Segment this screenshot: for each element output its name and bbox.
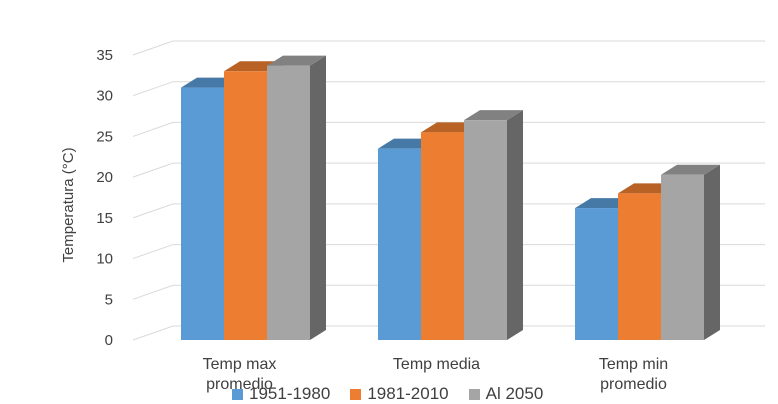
y-axis-ticks: 0 5 10 15 20 25 30 35 [96, 47, 113, 349]
bar-side-face [704, 164, 720, 340]
gridline [132, 81, 765, 97]
bar-front-face [661, 174, 704, 340]
bar [661, 164, 720, 340]
x-tick-label: Temp max [203, 356, 277, 373]
y-axis-label: Temperatura (°C) [60, 147, 77, 262]
bar-top-face [661, 164, 720, 175]
y-tick-label: 15 [96, 210, 113, 227]
legend-swatch [232, 388, 243, 400]
bar [464, 110, 523, 341]
bar-side-face [507, 110, 523, 341]
legend-item-1981-2010: 1981-2010 [350, 384, 449, 404]
legend-item-al-2050: Al 2050 [468, 384, 544, 404]
legend-swatch [468, 388, 480, 400]
bar-front-face [267, 65, 310, 340]
legend: 1951-1980 1981-2010 Al 2050 [232, 384, 563, 404]
x-axis-ticks: Temp max promedio Temp media Temp min promed… [203, 356, 669, 393]
gridline [132, 325, 765, 341]
gridline [132, 162, 765, 178]
legend-label: 1951-1980 [249, 384, 331, 403]
y-tick-label: 0 [105, 332, 113, 349]
y-tick-label: 5 [105, 291, 113, 308]
bar-front-face [181, 87, 224, 340]
bar [267, 55, 326, 340]
y-tick-label: 25 [96, 128, 113, 145]
bar-front-face [618, 193, 661, 340]
bar-front-face [464, 120, 507, 341]
bar-front-face [224, 71, 267, 341]
bar-front-face [575, 208, 618, 340]
bar-top-face [267, 55, 326, 66]
legend-label: 1981-2010 [367, 384, 449, 403]
y-tick-label: 30 [96, 88, 113, 105]
gridline [132, 40, 765, 56]
x-tick-label: promedio [206, 376, 273, 393]
legend-label: Al 2050 [485, 384, 544, 403]
gridlines [132, 40, 765, 341]
bars [181, 55, 720, 341]
legend-item-1951-1980: 1951-1980 [232, 384, 330, 404]
gridline [132, 203, 765, 219]
gridline [132, 121, 765, 137]
bar-front-face [378, 148, 421, 340]
x-tick-label: Temp media [393, 356, 480, 373]
gridline [132, 284, 765, 300]
bar-front-face [421, 132, 464, 340]
bar-side-face [310, 55, 326, 340]
y-tick-label: 35 [96, 47, 113, 64]
legend-swatch [350, 388, 362, 400]
x-tick-label: promedio [600, 376, 667, 393]
gridline [132, 244, 765, 260]
y-tick-label: 20 [96, 169, 113, 186]
bar-top-face [464, 110, 523, 121]
y-tick-label: 10 [96, 251, 113, 268]
x-tick-label: Temp min [599, 356, 668, 373]
